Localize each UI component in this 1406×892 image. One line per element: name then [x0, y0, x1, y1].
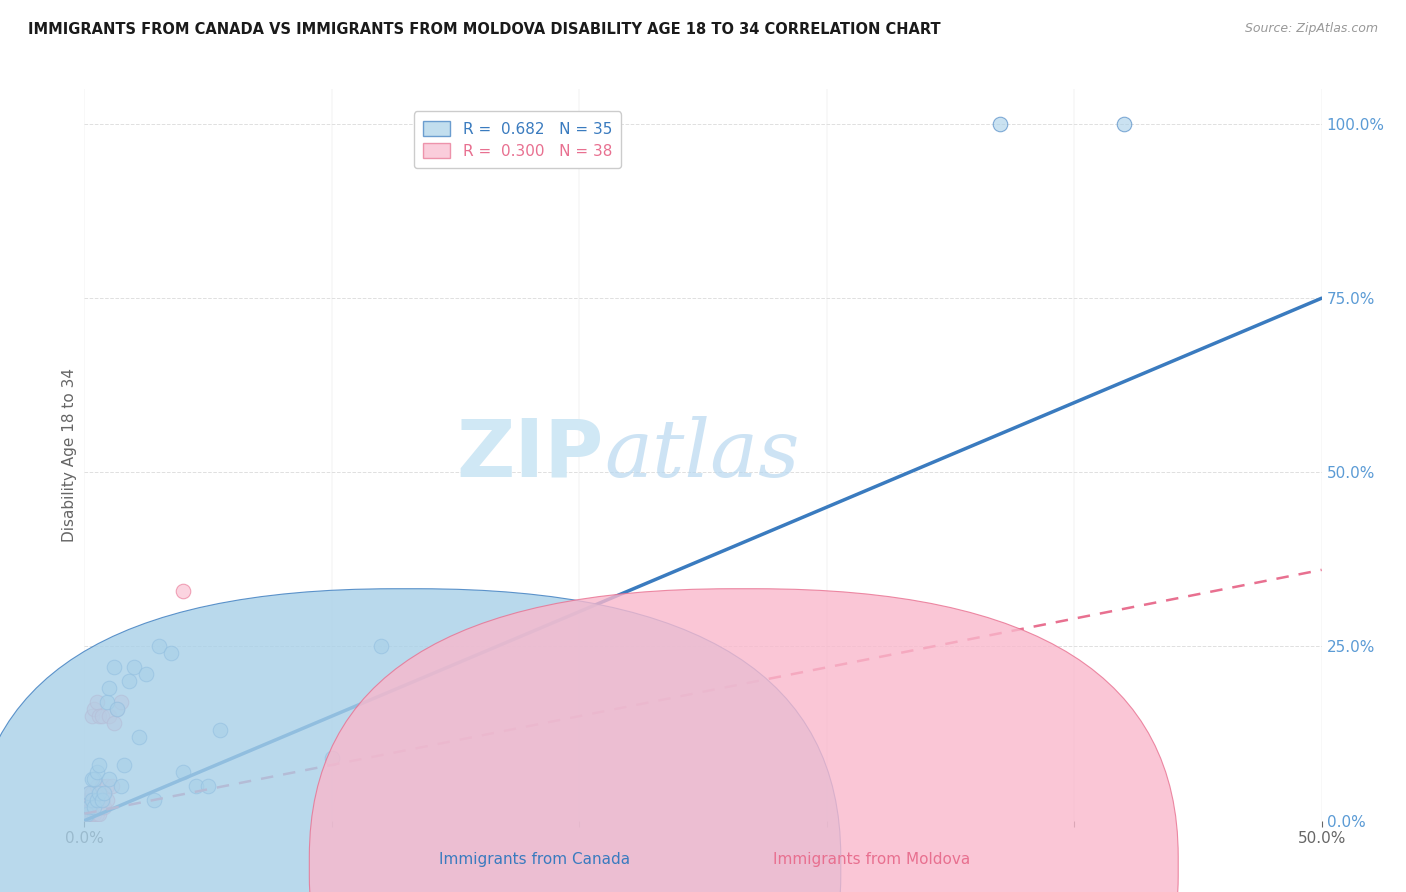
Point	[80, 793, 103, 807]
Point	[209, 723, 232, 737]
Point	[80, 806, 103, 821]
Legend: R =  0.682   N = 35, R =  0.300   N = 38: R = 0.682 N = 35, R = 0.300 N = 38	[413, 112, 621, 168]
Point	[76, 806, 98, 821]
Point	[83, 806, 105, 821]
Point	[93, 786, 115, 800]
Point	[76, 799, 98, 814]
Point	[98, 772, 121, 786]
Point	[83, 772, 105, 786]
Text: IMMIGRANTS FROM CANADA VS IMMIGRANTS FROM MOLDOVA DISABILITY AGE 18 TO 34 CORREL: IMMIGRANTS FROM CANADA VS IMMIGRANTS FRO…	[28, 22, 941, 37]
Point	[79, 786, 101, 800]
Point	[79, 799, 101, 814]
Point	[142, 793, 165, 807]
Point	[160, 647, 183, 661]
Text: atlas: atlas	[605, 417, 800, 493]
Point	[93, 799, 115, 814]
Point	[172, 583, 194, 598]
Point	[76, 793, 98, 807]
Point	[90, 799, 112, 814]
Point	[128, 730, 150, 744]
Point	[86, 799, 108, 814]
Point	[148, 640, 170, 654]
Point	[83, 799, 105, 814]
Point	[80, 799, 103, 814]
Point	[80, 786, 103, 800]
Point	[93, 786, 115, 800]
Point	[988, 117, 1011, 131]
Text: Source: ZipAtlas.com: Source: ZipAtlas.com	[1244, 22, 1378, 36]
Point	[86, 806, 108, 821]
Point	[135, 667, 157, 681]
Point	[105, 702, 128, 716]
Point	[96, 793, 118, 807]
Point	[89, 806, 111, 821]
Point	[89, 758, 111, 772]
Point	[96, 695, 118, 709]
Point	[76, 806, 98, 821]
Point	[98, 681, 121, 696]
Point	[184, 779, 207, 793]
Point	[80, 793, 103, 807]
Text: Immigrants from Canada: Immigrants from Canada	[439, 852, 630, 867]
Point	[79, 799, 101, 814]
Point	[370, 640, 392, 654]
Point	[197, 779, 219, 793]
Point	[79, 786, 101, 800]
Point	[90, 709, 112, 723]
Point	[172, 764, 194, 779]
Point	[103, 716, 125, 731]
Text: ZIP: ZIP	[457, 416, 605, 494]
Point	[96, 779, 118, 793]
Point	[122, 660, 145, 674]
Point	[90, 793, 112, 807]
Point	[1112, 117, 1135, 131]
Point	[83, 799, 105, 814]
Point	[110, 779, 132, 793]
Y-axis label: Disability Age 18 to 34: Disability Age 18 to 34	[62, 368, 77, 542]
Point	[86, 793, 108, 807]
Point	[86, 695, 108, 709]
Point	[89, 709, 111, 723]
Point	[98, 709, 121, 723]
Text: Immigrants from Moldova: Immigrants from Moldova	[773, 852, 970, 867]
Point	[83, 702, 105, 716]
Point	[321, 751, 343, 765]
Point	[89, 799, 111, 814]
Point	[118, 674, 141, 689]
Point	[100, 779, 122, 793]
Point	[105, 702, 128, 716]
Point	[80, 709, 103, 723]
Point	[89, 786, 111, 800]
Point	[83, 793, 105, 807]
Point	[90, 793, 112, 807]
Point	[86, 764, 108, 779]
Point	[103, 660, 125, 674]
Point	[86, 779, 108, 793]
Point	[110, 695, 132, 709]
Point	[80, 772, 103, 786]
Point	[79, 806, 101, 821]
Point	[90, 779, 112, 793]
Point	[79, 793, 101, 807]
Point	[112, 758, 135, 772]
Point	[86, 793, 108, 807]
